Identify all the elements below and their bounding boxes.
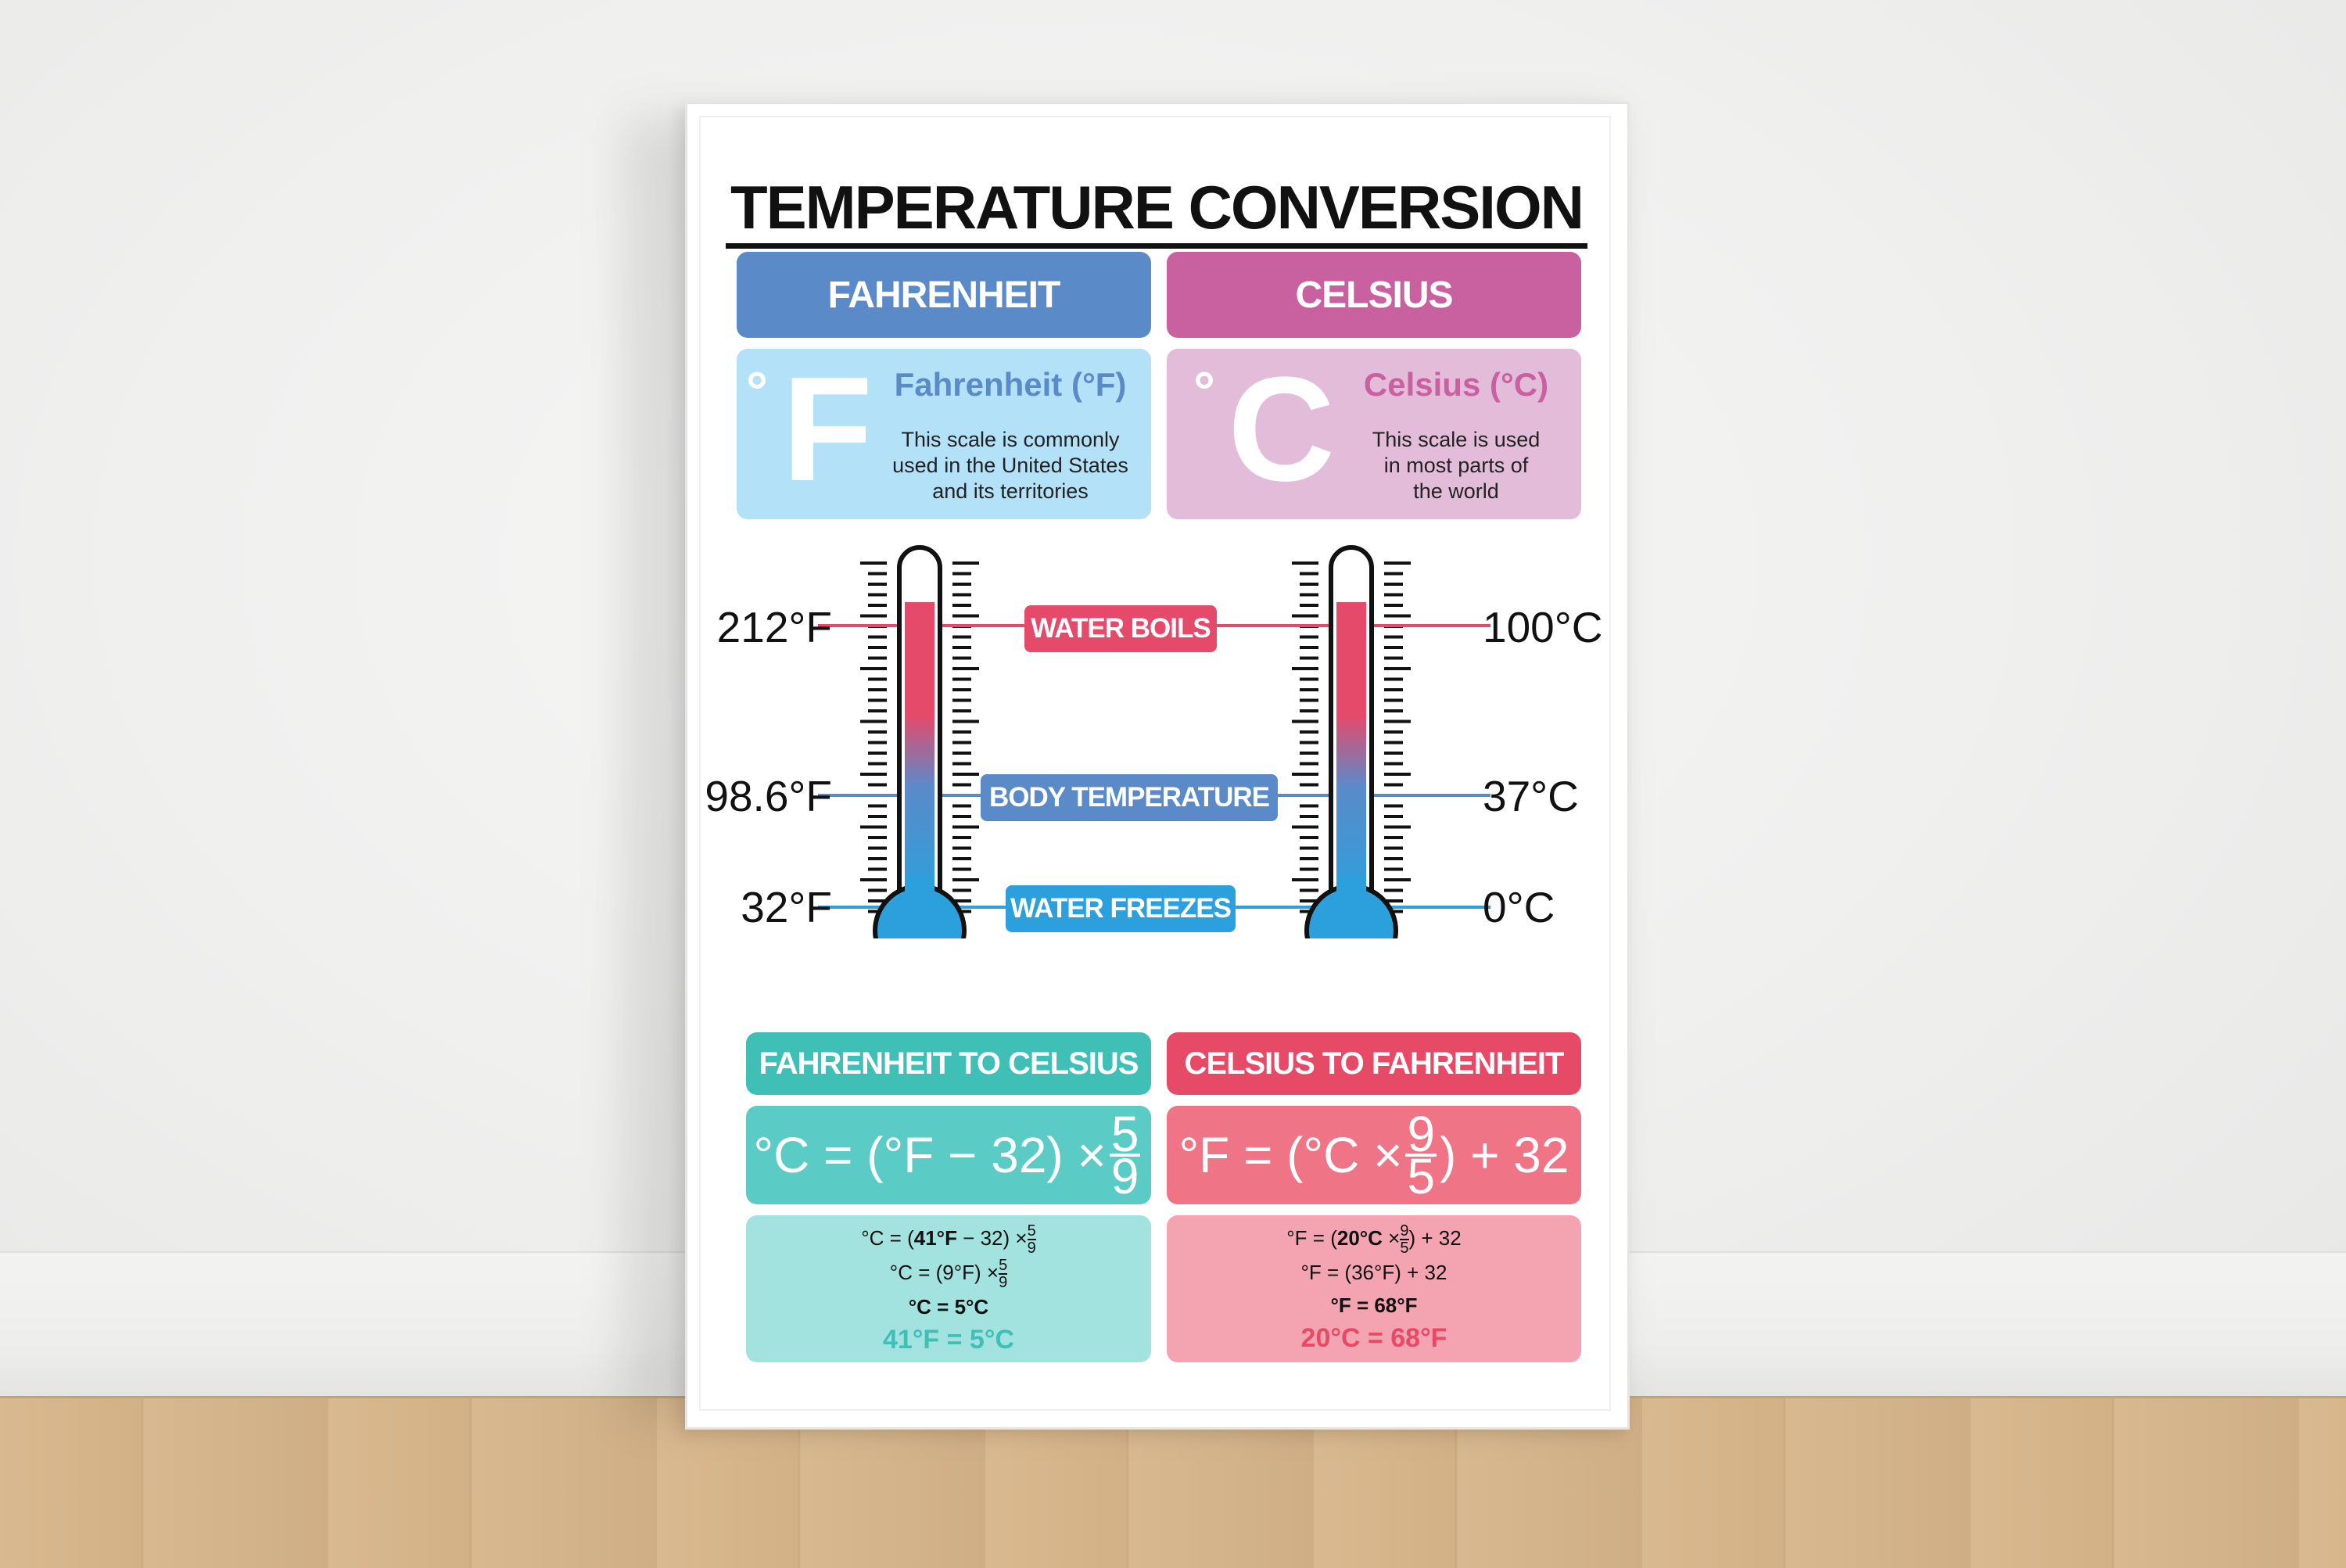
celsius-letter-icon: C — [1228, 346, 1336, 512]
f-to-c-step-1: °C = (41°F − 32) × 5 9 — [861, 1222, 1036, 1258]
c-to-f-result: 20°C = 68°F — [1300, 1323, 1447, 1354]
c-to-f-step-2: °F = (36°F) + 32 — [1300, 1261, 1447, 1285]
thermometer-diagram — [818, 545, 1490, 938]
fahrenheit-header: FAHRENHEIT — [737, 252, 1151, 338]
f-to-c-step-2: °C = (9°F) × 5 9 — [889, 1257, 1008, 1292]
f-freeze-value: 32°F — [741, 883, 832, 931]
body-temperature-label: BODY TEMPERATURE — [981, 774, 1278, 821]
degree-symbol-c: ° — [1193, 361, 1215, 422]
poster-title: TEMPERATURE CONVERSION — [701, 172, 1612, 249]
fahrenheit-letter-icon: F — [782, 346, 873, 512]
celsius-thermometer-icon — [1304, 545, 1398, 938]
fahrenheit-thermometer-icon — [873, 545, 967, 938]
poster: TEMPERATURE CONVERSION FAHRENHEIT CELSIU… — [699, 116, 1611, 1411]
fahrenheit-description: This scale is commonly used in the Unite… — [892, 428, 1128, 503]
c-freeze-value: 0°C — [1483, 883, 1555, 931]
degree-symbol-f: ° — [746, 361, 768, 422]
c-to-f-example: °F = (20°C × 9 5) + 32 °F = (36°F) + 32 °F… — [1167, 1215, 1581, 1362]
c-to-f-step-1: °F = (20°C × 9 5) + 32 — [1286, 1222, 1462, 1258]
fahrenheit-name: Fahrenheit (°F) — [894, 366, 1127, 403]
celsius-scale-ticks — [1292, 562, 1411, 913]
f-boil-value: 212°F — [716, 603, 832, 651]
c-to-f-header: CELSIUS TO FAHRENHEIT — [1167, 1032, 1581, 1095]
f-to-c-example: °C = (41°F − 32) × 5 9 °C = (9°F) × 5 9 °C =… — [746, 1215, 1151, 1362]
celsius-info-card: ° C Celsius (°C) This scale is used in m… — [1167, 349, 1581, 519]
c-to-f-step-3: °F = 68°F — [1330, 1294, 1418, 1318]
celsius-name: Celsius (°C) — [1363, 366, 1549, 403]
f-to-c-result: 41°F = 5°C — [883, 1325, 1014, 1355]
celsius-description: This scale is used in most parts of the … — [1372, 428, 1541, 503]
f-to-c-step-3: °C = 5°C — [908, 1295, 989, 1319]
water-boils-label: WATER BOILS — [1024, 605, 1217, 652]
f-to-c-header: FAHRENHEIT TO CELSIUS — [746, 1032, 1151, 1095]
f-body-value: 98.6°F — [705, 772, 832, 820]
fahrenheit-info-card: ° F Fahrenheit (°F) This scale is common… — [737, 349, 1151, 519]
c-boil-value: 100°C — [1483, 603, 1603, 651]
water-freezes-label: WATER FREEZES — [1006, 885, 1236, 932]
c-body-value: 37°C — [1483, 772, 1579, 820]
celsius-header: CELSIUS — [1167, 252, 1581, 338]
